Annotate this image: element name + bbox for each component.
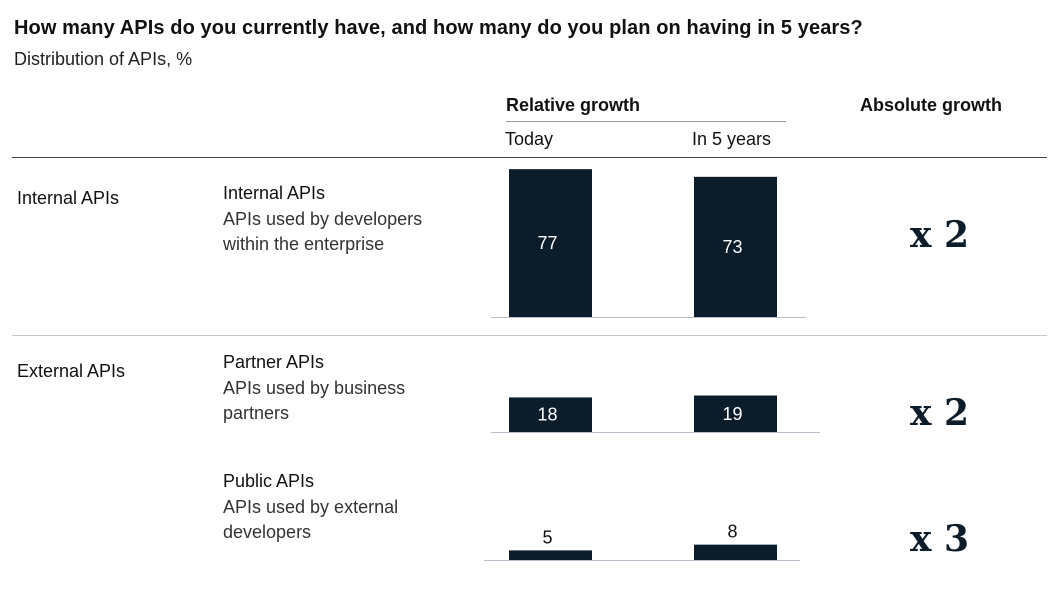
bar-2-0 [509, 550, 592, 560]
group-label-external: External APIs [17, 361, 126, 381]
relative-growth-header: Relative growth [506, 95, 641, 115]
bar-2-1 [694, 544, 777, 560]
chart-title: How many APIs do you currently have, and… [14, 17, 863, 39]
row-desc-internal: APIs used by developers within the enter… [223, 209, 423, 254]
group-label-internal: Internal APIs [17, 188, 120, 208]
relative-growth-underline [506, 121, 786, 122]
row-name-internal: Internal APIs [223, 183, 326, 203]
bar-label-2-0: 5 [542, 527, 552, 547]
bar-label-1-1: 19 [722, 404, 742, 424]
in-5-years-header: In 5 years [692, 129, 772, 149]
absolute-growth-internal: x 2 [910, 214, 970, 256]
row-name-public: Public APIs [223, 471, 315, 491]
absolute-growth-public: x 3 [910, 518, 970, 560]
row-name-partner: Partner APIs [223, 352, 325, 372]
bar-1-0 [509, 397, 592, 432]
bar-1-1 [694, 395, 777, 432]
bar-label-0-1: 73 [722, 237, 742, 257]
bar-0-0 [509, 169, 592, 317]
today-header: Today [505, 129, 554, 149]
bar-label-1-0: 18 [537, 405, 557, 425]
header-divider [12, 157, 1047, 158]
bar-label-0-0: 77 [537, 233, 557, 253]
bar-0-1 [694, 176, 777, 317]
chart-subtitle: Distribution of APIs, % [14, 49, 193, 69]
bar-label-2-1: 8 [727, 522, 737, 542]
absolute-growth-partner: x 2 [910, 392, 970, 434]
row-desc-partner: APIs used by business partners [223, 378, 406, 423]
group-divider [12, 335, 1047, 336]
row-desc-public: APIs used by external developers [223, 497, 399, 542]
absolute-growth-header: Absolute growth [860, 95, 1002, 115]
